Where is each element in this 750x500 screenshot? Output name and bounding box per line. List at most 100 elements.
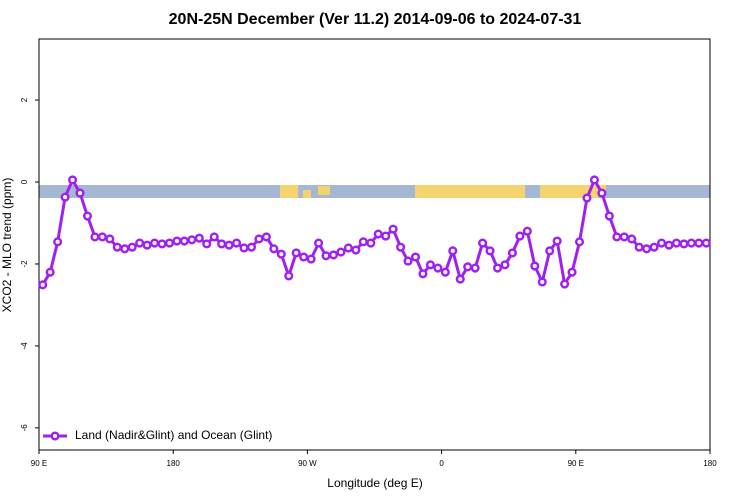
point (299, 252, 309, 262)
legend-label: Land (Nadir&Glint) and Ocean (Glint) (75, 428, 272, 442)
point (358, 237, 368, 247)
point (75, 188, 85, 198)
legend-marker (50, 431, 60, 441)
point (396, 242, 406, 252)
point (314, 238, 324, 248)
point (410, 252, 421, 262)
point (612, 232, 622, 242)
point (239, 243, 249, 253)
point (172, 236, 182, 246)
point (336, 247, 346, 257)
point (597, 188, 607, 198)
point (38, 280, 48, 290)
point (627, 234, 637, 244)
point (478, 238, 488, 248)
point (470, 263, 480, 273)
point (373, 229, 383, 239)
x-tick-label: 90 E (568, 459, 584, 468)
point (507, 248, 517, 258)
point (574, 237, 585, 247)
point (232, 238, 242, 248)
point (224, 240, 234, 250)
point (537, 277, 547, 287)
point (403, 256, 413, 266)
point (433, 263, 443, 273)
point (448, 246, 458, 256)
point (120, 244, 130, 254)
point (217, 239, 227, 249)
y-tick-label: -6 (20, 424, 29, 432)
point (202, 239, 212, 249)
point (485, 246, 495, 256)
point (671, 238, 682, 248)
point (679, 239, 689, 249)
point (157, 239, 167, 249)
point (694, 238, 704, 248)
point (649, 242, 659, 252)
point (135, 238, 145, 248)
point (351, 245, 361, 255)
point (463, 262, 473, 272)
point (381, 231, 391, 241)
point (90, 232, 100, 242)
point (567, 267, 577, 277)
y-tick-label: -2 (20, 260, 29, 268)
point (45, 267, 55, 277)
point (187, 235, 197, 245)
point (194, 233, 204, 243)
point (284, 271, 294, 281)
point (254, 234, 264, 244)
point (604, 211, 614, 221)
point (492, 263, 503, 273)
point (291, 248, 301, 258)
point (440, 267, 450, 277)
x-tick-label: 90 W (298, 459, 317, 468)
point (619, 232, 629, 242)
point (68, 175, 78, 185)
point (105, 234, 115, 244)
x-tick-label: 0 (439, 459, 444, 468)
x-tick-label: 180 (167, 459, 181, 468)
point (179, 236, 189, 246)
y-tick-label: 2 (20, 97, 29, 102)
point (560, 279, 570, 289)
y-tick-label: 0 (20, 179, 29, 184)
x-tick-label: 90 E (31, 459, 47, 468)
map-strip (39, 185, 710, 198)
point (261, 232, 271, 242)
point (246, 242, 257, 252)
point (642, 244, 652, 254)
point (425, 260, 435, 270)
x-axis-label: Longitude (deg E) (327, 476, 422, 490)
x-tick-label: 180 (703, 459, 717, 468)
point (97, 232, 107, 242)
point (276, 249, 286, 259)
point (522, 226, 532, 236)
point (589, 175, 599, 185)
point (150, 238, 160, 248)
point (418, 269, 428, 279)
point (530, 261, 540, 271)
point (112, 242, 122, 252)
point (701, 238, 711, 248)
point (500, 260, 510, 270)
point (455, 274, 465, 284)
point (269, 244, 279, 254)
point (142, 240, 152, 250)
point (82, 211, 93, 221)
chart-title: 20N-25N December (Ver 11.2) 2014-09-06 t… (169, 11, 582, 28)
point (664, 240, 674, 250)
point (686, 238, 696, 248)
point (366, 238, 376, 248)
point (515, 231, 525, 241)
point (328, 250, 339, 260)
point (388, 224, 398, 234)
point (53, 237, 63, 247)
point (656, 238, 667, 248)
point (306, 254, 316, 264)
point (634, 242, 644, 252)
point (60, 192, 70, 202)
point (343, 243, 353, 253)
point (321, 251, 331, 261)
